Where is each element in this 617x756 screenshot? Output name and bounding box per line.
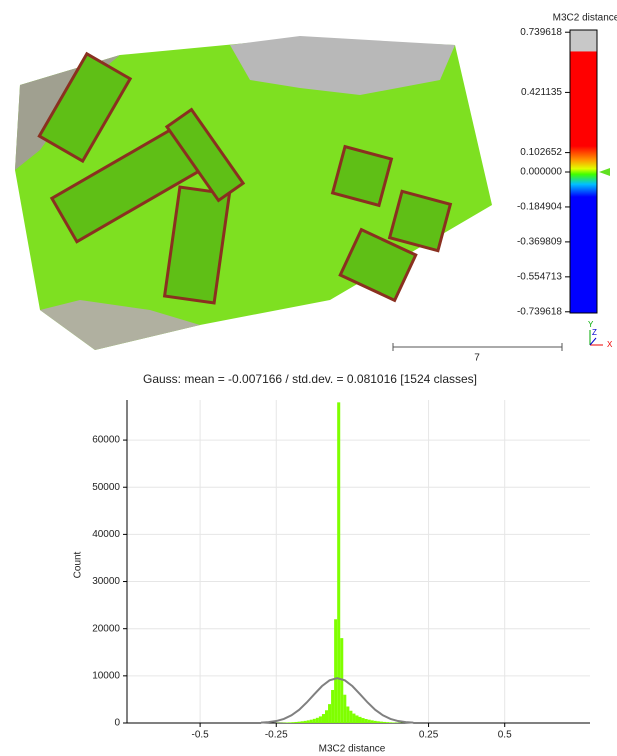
- bar: [370, 720, 374, 723]
- bar: [334, 619, 338, 723]
- bar: [303, 720, 307, 723]
- bar: [364, 718, 368, 723]
- scalar-tick-label: 0.739618: [520, 27, 562, 38]
- bar: [352, 713, 356, 723]
- bar: [328, 704, 332, 723]
- bar: [294, 721, 298, 723]
- bar: [318, 716, 322, 723]
- bar: [388, 722, 393, 723]
- bar: [358, 716, 362, 723]
- bar: [331, 689, 335, 723]
- x-tick-label: 0.5: [498, 730, 512, 741]
- axis-label: Y: [588, 320, 594, 329]
- scale-label: 7: [474, 353, 480, 364]
- x-tick-label: -0.5: [191, 730, 209, 741]
- scalar-tick-label: 0.102652: [520, 147, 562, 158]
- scalar-tick-label: 0.000000: [520, 167, 562, 178]
- bar: [324, 710, 329, 723]
- bar: [291, 722, 295, 723]
- bar: [321, 714, 325, 723]
- scalar-tick-label: -0.184904: [517, 202, 562, 213]
- x-tick-label: 0.25: [419, 730, 439, 741]
- bar: [312, 718, 316, 723]
- bar: [349, 710, 353, 723]
- bar: [385, 722, 389, 723]
- bar: [392, 722, 396, 723]
- bar: [379, 721, 383, 723]
- scalar-tick-label: -0.739618: [517, 306, 562, 317]
- y-tick-label: 50000: [92, 482, 120, 493]
- x-axis-label: M3C2 distance: [319, 744, 386, 755]
- axis-gizmo: Y Z X: [588, 320, 613, 349]
- x-tick-label: -0.25: [265, 730, 288, 741]
- bar: [373, 720, 377, 723]
- histogram-marker: [599, 168, 610, 176]
- gauss-curve: [260, 677, 414, 724]
- bar: [382, 721, 386, 723]
- bar: [340, 638, 344, 723]
- y-axis-label: Count: [73, 551, 84, 578]
- bar: [346, 706, 350, 723]
- bar: [297, 721, 301, 723]
- chart-title: Gauss: mean = -0.007166 / std.dev. = 0.0…: [143, 372, 477, 386]
- scalar-tick-label: 0.421135: [521, 87, 562, 98]
- scalar-tick-label: -0.369809: [517, 237, 562, 248]
- axis-label: Z: [592, 328, 597, 337]
- bar: [367, 719, 371, 723]
- y-tick-label: 0: [114, 718, 120, 729]
- bar: [337, 402, 341, 723]
- bar: [343, 694, 347, 723]
- point-cloud: [15, 36, 492, 350]
- y-tick-label: 10000: [92, 670, 120, 681]
- bar: [309, 719, 313, 723]
- bar: [355, 715, 359, 723]
- scalar-bar-title: M3C2 distance: [553, 13, 617, 24]
- axis-label: X: [607, 340, 613, 349]
- y-tick-label: 30000: [92, 576, 120, 587]
- bar: [315, 717, 319, 723]
- y-tick-label: 20000: [92, 623, 120, 634]
- color-bar: [569, 29, 598, 314]
- bar: [306, 720, 310, 723]
- bar: [288, 722, 292, 723]
- bar: [300, 721, 304, 723]
- scalar-tick-label: -0.554713: [517, 271, 562, 282]
- y-tick-label: 40000: [92, 529, 120, 540]
- y-tick-label: 60000: [92, 435, 120, 446]
- bar: [361, 718, 365, 723]
- bar: [376, 721, 380, 723]
